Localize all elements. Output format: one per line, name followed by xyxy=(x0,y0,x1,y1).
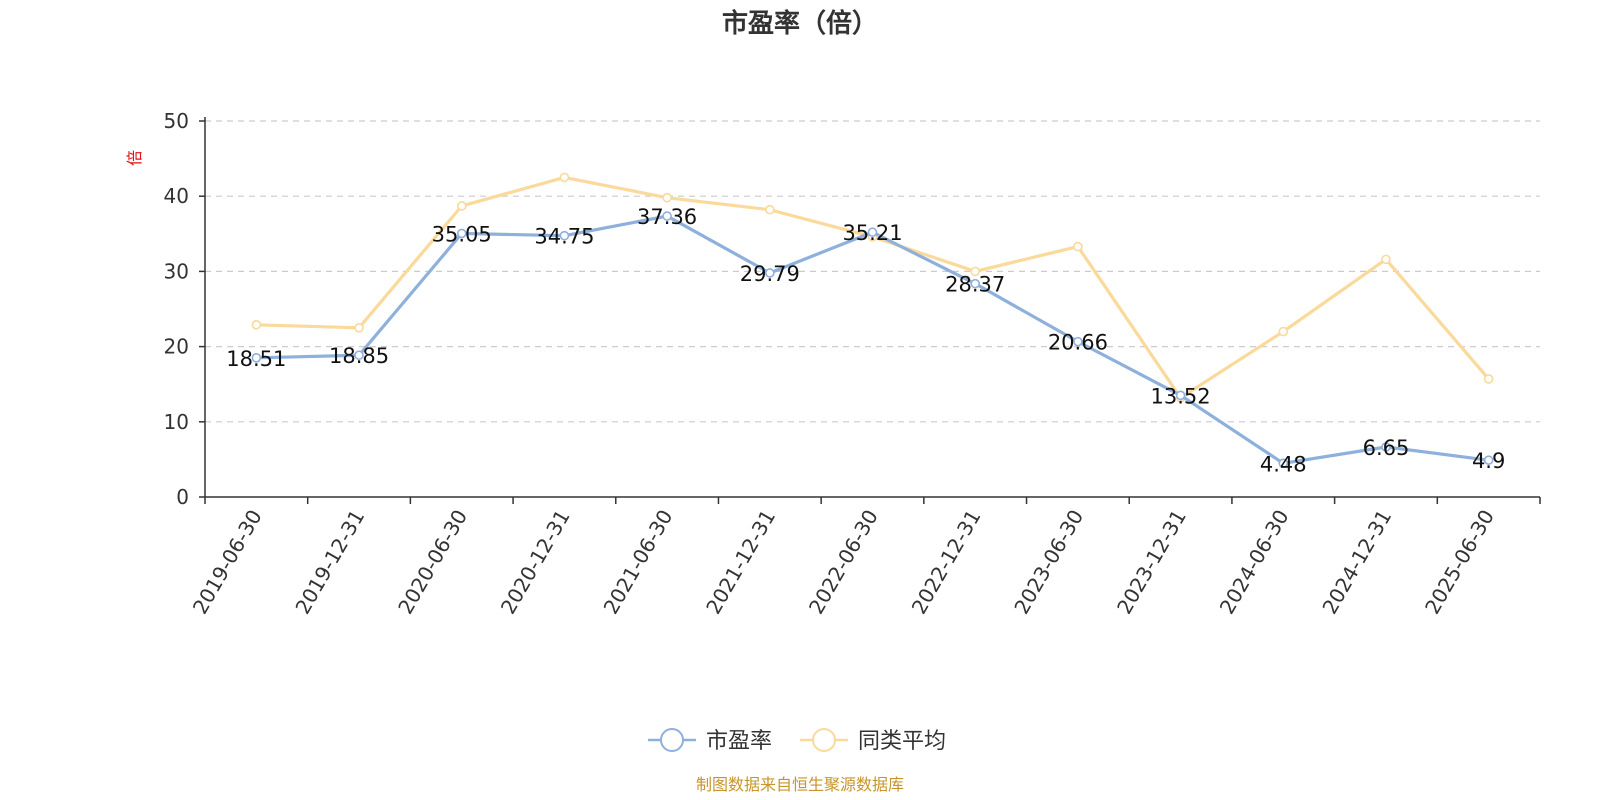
x-tick-label: 2022-06-30 xyxy=(804,506,883,619)
data-point xyxy=(765,204,775,215)
legend-label: 市盈率 xyxy=(706,729,772,754)
x-tick-label: 2023-06-30 xyxy=(1009,506,1088,619)
data-label: 13.52 xyxy=(1151,384,1211,408)
y-tick-label: 20 xyxy=(164,335,189,359)
data-point xyxy=(970,278,980,289)
legend-swatch-marker xyxy=(812,728,836,752)
axes xyxy=(199,117,1541,504)
data-label: 4.48 xyxy=(1260,452,1307,476)
data-point xyxy=(1483,455,1494,465)
grid-lines xyxy=(205,120,1540,423)
x-tick-label: 2023-12-31 xyxy=(1112,506,1191,619)
x-tick-label: 2022-12-31 xyxy=(907,506,986,619)
data-label: 6.65 xyxy=(1363,436,1410,460)
x-tick-label: 2019-06-30 xyxy=(188,506,267,619)
data-labels: 18.51 18.85 35.05 34.75 37.36 29.79 35.21 28.37… xyxy=(226,205,1505,476)
data-label: 34.75 xyxy=(534,225,594,249)
x-tick-label: 2024-12-31 xyxy=(1317,506,1396,619)
x-tick-label: 2019-12-31 xyxy=(290,506,369,619)
x-tick-label: 2020-12-31 xyxy=(496,506,575,619)
y-tick-label: 50 xyxy=(164,109,189,133)
data-point xyxy=(1278,458,1289,469)
data-label: 28.37 xyxy=(945,273,1005,297)
data-point xyxy=(1483,374,1494,384)
data-point xyxy=(559,230,570,241)
data-point xyxy=(867,227,878,238)
y-tick-label: 10 xyxy=(164,410,189,434)
x-tick-label: 2024-06-30 xyxy=(1215,506,1294,619)
data-point xyxy=(1073,241,1083,252)
data-label: 18.85 xyxy=(329,344,389,368)
legend[interactable]: 市盈率 同类平均 xyxy=(648,728,946,754)
legend-label: 同类平均 xyxy=(858,729,946,754)
data-point xyxy=(1175,390,1186,401)
data-point xyxy=(662,192,672,203)
data-label: 18.51 xyxy=(226,347,286,371)
x-tick-label: 2020-06-30 xyxy=(393,506,472,619)
y-tick-label: 30 xyxy=(164,259,189,283)
y-tick-label: 40 xyxy=(164,184,189,208)
data-point xyxy=(1073,336,1083,347)
y-axis-unit: 倍 xyxy=(125,150,144,166)
data-label: 37.36 xyxy=(637,205,697,229)
data-point xyxy=(251,353,262,363)
data-label: 35.21 xyxy=(842,221,902,245)
data-point xyxy=(456,228,467,239)
data-point xyxy=(456,201,467,211)
data-label: 35.05 xyxy=(432,222,492,246)
series-line xyxy=(256,214,1489,465)
data-point xyxy=(251,319,262,330)
data-point xyxy=(1381,442,1391,452)
data-label: 4.9 xyxy=(1472,449,1505,473)
x-tick-label: 2021-06-30 xyxy=(599,506,678,619)
data-point xyxy=(1381,254,1391,265)
y-tick-label: 0 xyxy=(176,485,189,509)
data-point xyxy=(662,211,672,221)
data-label: 20.66 xyxy=(1048,331,1108,355)
data-point xyxy=(354,350,364,361)
x-tick-label: 2025-06-30 xyxy=(1420,506,1499,619)
data-point xyxy=(354,322,364,333)
legend-swatch-marker xyxy=(660,728,684,752)
source-note: 制图数据来自恒生聚源数据库 xyxy=(696,775,904,794)
x-tick-label: 2021-12-31 xyxy=(701,506,780,619)
data-point xyxy=(559,172,570,183)
data-point xyxy=(765,268,775,278)
data-point xyxy=(970,266,980,277)
x-tick-labels: 2019-06-30 2019-12-31 2020-06-30 2020-12-31… xyxy=(188,506,1499,619)
series-line xyxy=(256,175,1490,400)
data-point xyxy=(1278,326,1289,337)
chart-title: 市盈率（倍） xyxy=(722,8,878,39)
data-label: 29.79 xyxy=(740,262,800,286)
series-lines xyxy=(251,172,1494,469)
y-tick-labels: 0 10 20 30 40 50 xyxy=(164,109,189,509)
